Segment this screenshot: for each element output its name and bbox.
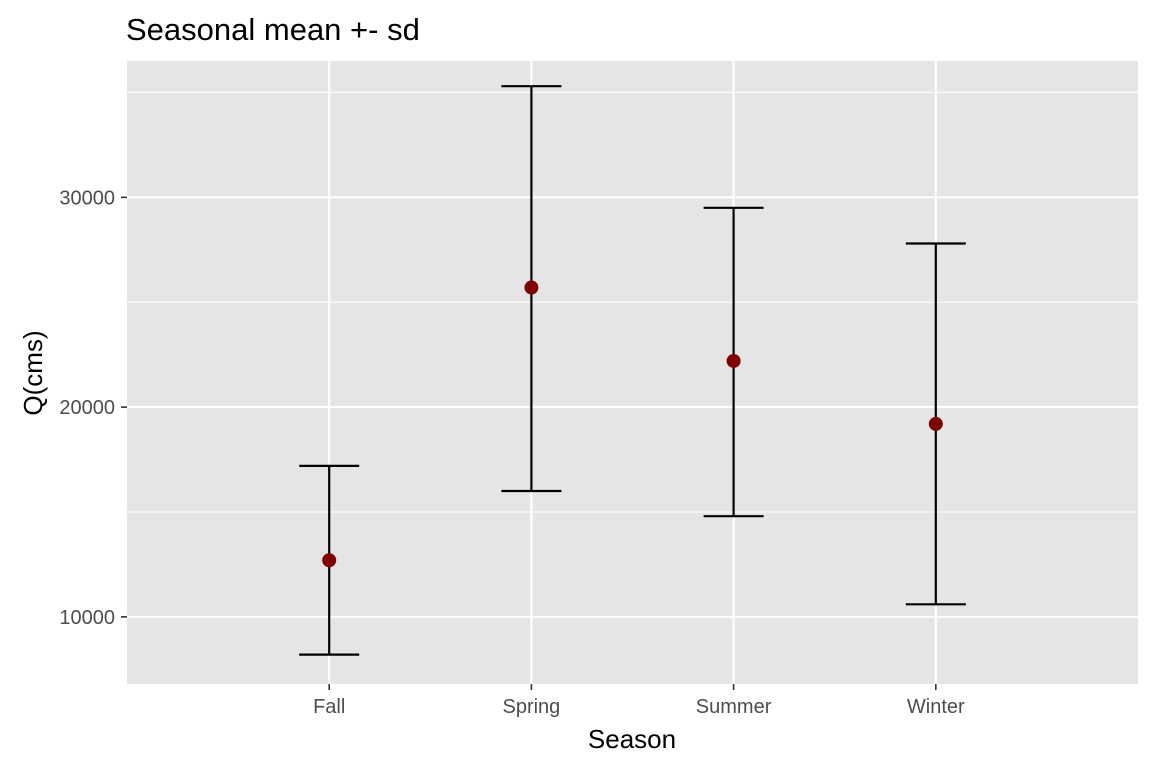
- x-tick-label: Fall: [313, 696, 345, 718]
- y-tick-label: 30000: [59, 187, 115, 209]
- mean-point-fall: [322, 553, 337, 568]
- y-tick-label: 20000: [59, 397, 115, 419]
- mean-point-winter: [928, 416, 943, 431]
- mean-point-summer: [726, 353, 741, 368]
- y-tick-label: 10000: [59, 607, 115, 629]
- mean-points: [322, 280, 943, 568]
- x-axis-ticks: Fall Spring Summer Winter: [313, 684, 965, 718]
- x-tick-label: Spring: [502, 696, 560, 718]
- y-axis-ticks: 10000 20000 30000: [59, 187, 127, 629]
- y-axis-title: Q(cms): [18, 330, 48, 415]
- x-tick-label: Summer: [696, 696, 772, 718]
- plot-panel: [127, 61, 1138, 684]
- mean-point-spring: [524, 280, 539, 295]
- x-axis-title: Season: [588, 724, 676, 754]
- x-tick-label: Winter: [907, 696, 965, 718]
- chart-title: Seasonal mean +- sd: [126, 12, 420, 47]
